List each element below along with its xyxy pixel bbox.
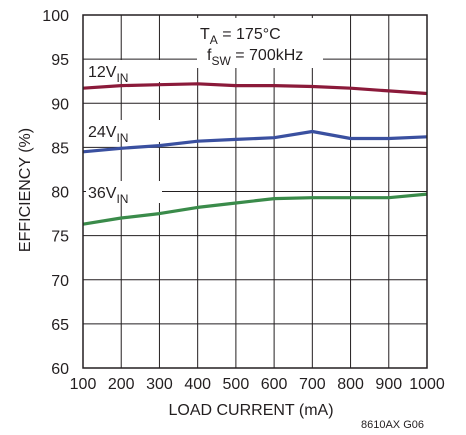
y-tick-label: 80 [51,185,69,202]
y-tick-label: 90 [51,96,69,113]
x-tick-label: 500 [223,376,250,393]
x-tick-label: 1000 [409,376,445,393]
plot-frame [82,14,428,369]
x-tick-label: 900 [375,376,402,393]
x-tick-label: 400 [184,376,211,393]
switching-frequency-annotation: fSW = 700kHz [207,47,303,68]
series-line-24v [82,129,428,154]
annotation-background [197,18,323,68]
series-label-bg-24v [86,120,162,142]
series-label-36v: 36VIN [88,185,128,206]
x-tick-label: 300 [146,376,173,393]
x-tick-label: 600 [261,376,288,393]
y-tick-label: 70 [51,273,69,290]
y-tick-label: 75 [51,229,69,246]
series-lines [82,82,428,226]
y-tick-label: 95 [51,52,69,69]
series-label-bg-36v [86,181,162,203]
y-tick-label: 100 [42,8,69,25]
x-tick-label: 100 [70,376,97,393]
ambient-temperature-annotation: TA = 175°C [200,26,281,47]
x-tick-label: 700 [299,376,326,393]
series-label-12v: 12VIN [88,64,128,85]
x-axis-title: LOAD CURRENT (mA) [168,402,333,419]
y-tick-label: 60 [51,361,69,378]
x-tick-labels: 100 200 300 400 500 600 700 800 900 1000 [70,376,445,393]
series-line-12v [82,82,428,96]
y-tick-label: 85 [51,140,69,157]
x-tick-label: 200 [108,376,135,393]
series-label-24v: 24VIN [88,124,128,145]
figure-id: 8610AX G06 [361,419,424,431]
series-label-bg-12v [86,60,162,82]
y-tick-labels: 60 65 70 75 80 85 90 95 100 [42,8,69,378]
y-axis-title: EFFICIENCY (%) [17,128,34,252]
y-tick-label: 65 [51,317,69,334]
series-line-36v [82,192,428,226]
x-tick-label: 800 [337,376,364,393]
